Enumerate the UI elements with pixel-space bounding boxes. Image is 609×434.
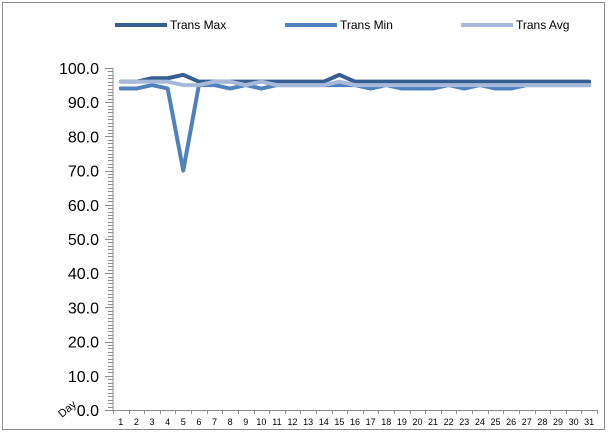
x-tick-label: 3 xyxy=(150,417,155,427)
x-tick-label: 29 xyxy=(553,417,563,427)
y-tick-label: 30.0 xyxy=(68,300,99,317)
y-tick-label: 70.0 xyxy=(68,164,99,181)
x-tick-label: 26 xyxy=(506,417,516,427)
y-tick-label: 60.0 xyxy=(68,198,99,215)
x-tick-label: 11 xyxy=(272,417,281,427)
x-tick-label: 24 xyxy=(475,417,485,427)
x-tick-label: 2 xyxy=(134,417,139,427)
x-tick-label: 27 xyxy=(522,417,532,427)
x-tick-label: 13 xyxy=(303,417,313,427)
y-tick-label: 10.0 xyxy=(68,369,99,386)
series-line-2 xyxy=(118,83,592,173)
x-tick-label: 1 xyxy=(118,417,123,427)
x-tick-label: 19 xyxy=(397,417,407,427)
legend: Trans Max Trans Min Trans Avg xyxy=(115,18,569,32)
x-tick-label: 23 xyxy=(459,417,469,427)
series-line-3 xyxy=(118,79,592,88)
x-tick-label: 21 xyxy=(428,417,438,427)
y-axis: 0.0 10.0 20.0 30.0 40.0 50.0 60.0 70.0 80.0 90.0 1… xyxy=(59,61,114,420)
y-tick-label: 50.0 xyxy=(68,232,99,249)
legend-label: Trans Min xyxy=(340,18,393,32)
x-tick-label: 25 xyxy=(491,417,501,427)
y-tick-label: 0.0 xyxy=(77,403,99,420)
x-tick-label: 10 xyxy=(256,417,266,427)
x-tick-label: 18 xyxy=(381,417,391,427)
x-tick-label: 31 xyxy=(584,417,594,427)
x-tick-label: 6 xyxy=(196,417,201,427)
x-tick-label: 12 xyxy=(288,417,298,427)
x-tick-label: 9 xyxy=(243,417,248,427)
x-tick-label: 14 xyxy=(319,417,329,427)
legend-label: Trans Max xyxy=(170,18,226,32)
x-tick-label: 8 xyxy=(228,417,233,427)
x-tick-label: 5 xyxy=(181,417,186,427)
x-tick-label: 22 xyxy=(444,417,454,427)
x-axis: 1 2 3 4 5 6 7 8 9 10 11 12 13 14 15 16 17 18 19 20 21 22 23 24 2… xyxy=(113,410,598,427)
y-tick-label: 20.0 xyxy=(68,335,99,352)
y-tick-label: 40.0 xyxy=(68,266,99,283)
y-tick-label: 100.0 xyxy=(59,61,99,78)
y-tick-label: 90.0 xyxy=(68,95,99,112)
x-tick-label: 28 xyxy=(537,417,547,427)
x-tick-label: 16 xyxy=(350,417,360,427)
chart-frame xyxy=(2,2,605,430)
x-tick-label: 4 xyxy=(165,417,170,427)
x-tick-label: 15 xyxy=(334,417,344,427)
x-tick-label: 7 xyxy=(212,417,217,427)
x-tick-label: 17 xyxy=(366,417,376,427)
series-line-1 xyxy=(118,72,592,84)
y-tick-label: 80.0 xyxy=(68,129,99,146)
x-tick-label: 30 xyxy=(569,417,579,427)
legend-label: Trans Avg xyxy=(516,18,569,32)
series-group xyxy=(118,72,592,173)
x-tick-label: 20 xyxy=(412,417,422,427)
